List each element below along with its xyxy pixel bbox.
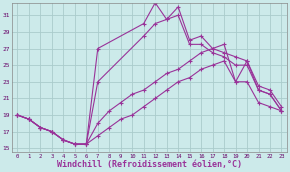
X-axis label: Windchill (Refroidissement éolien,°C): Windchill (Refroidissement éolien,°C) [57,160,242,169]
